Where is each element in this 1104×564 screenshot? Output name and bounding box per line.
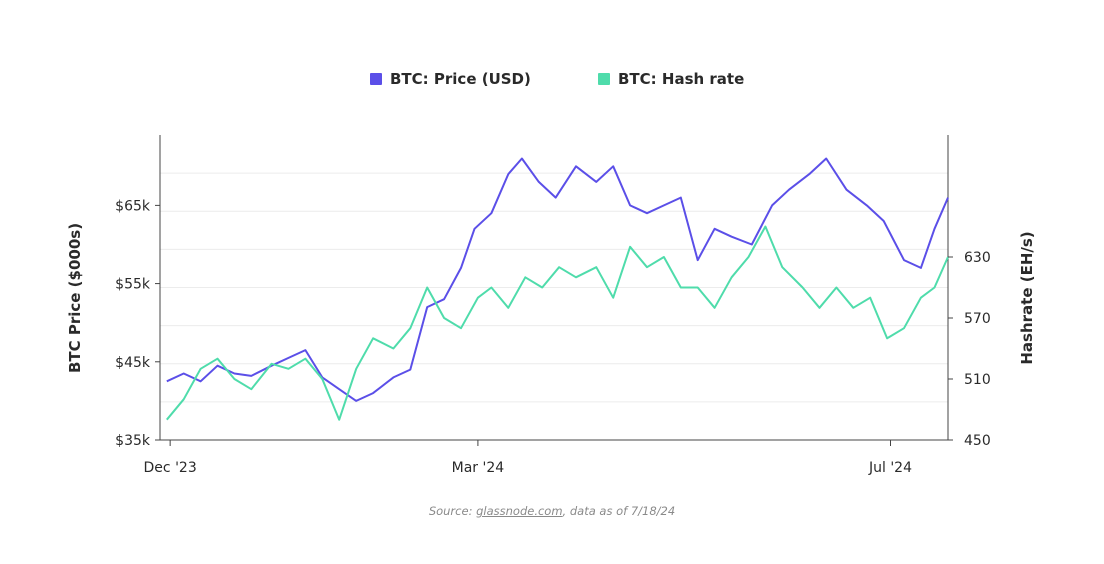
legend-label-hashrate: BTC: Hash rate [618,70,745,88]
source-note: Source: glassnode.com, data as of 7/18/2… [0,504,1104,518]
y-right-tick-label: 450 [964,433,991,449]
legend-swatch-price [370,73,382,85]
series-line-hashrate [166,225,949,421]
legend-item-hashrate: BTC: Hash rate [598,70,744,88]
y-axis-left-title: BTC Price ($000s) [66,223,84,373]
legend-item-price: BTC: Price (USD) [370,70,531,88]
y-axis-right-title: Hashrate (EH/s) [1018,231,1036,364]
y-left-tick-label: $35k [115,433,151,449]
x-tick-label: Dec '23 [144,460,197,476]
legend: BTC: Price (USD) BTC: Hash rate [0,70,1104,94]
x-tick-label: Jul '24 [868,460,912,476]
source-prefix: Source: [428,504,477,518]
x-tick-label: Mar '24 [452,460,505,476]
y-left-tick-label: $55k [115,277,151,293]
y-right-tick-label: 510 [964,372,991,388]
y-right-tick-label: 630 [964,250,991,266]
legend-label-price: BTC: Price (USD) [390,70,531,88]
y-left-tick-label: $65k [115,198,151,214]
gridlines [160,172,948,441]
series-line-price [166,157,949,402]
series-group [166,157,949,421]
legend-swatch-hashrate [598,73,610,85]
source-link[interactable]: glassnode.com [476,504,563,518]
y-left-tick-label: $45k [115,355,151,371]
y-right-tick-label: 570 [964,311,991,327]
axes [159,135,949,441]
source-suffix: , data as of 7/18/24 [562,504,676,518]
tick-labels: $35k $45k $55k $65k 450 510 570 630 Dec '23 Mar '… [115,198,991,476]
